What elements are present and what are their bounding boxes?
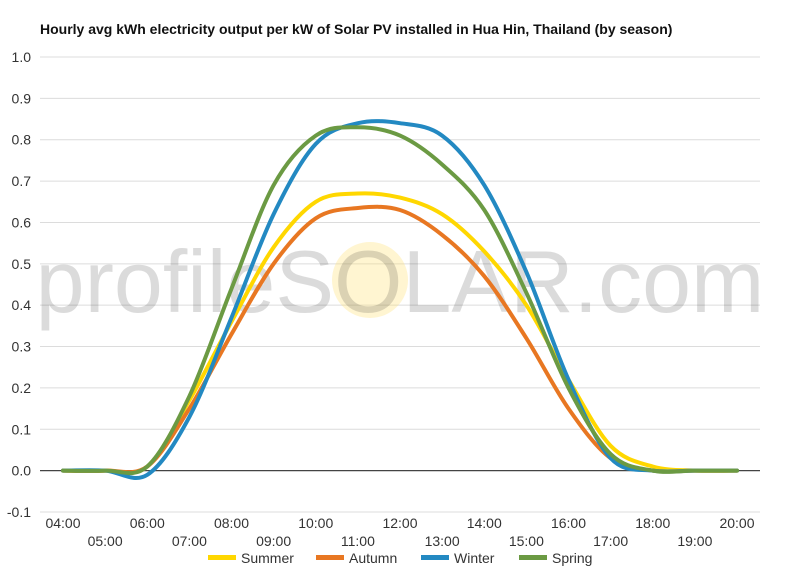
x-tick-label: 11:00 [341, 533, 375, 549]
x-tick-label: 06:00 [130, 515, 165, 531]
y-tick-label: 0.4 [12, 297, 32, 313]
legend-swatch [316, 555, 344, 560]
x-tick-label: 16:00 [551, 515, 586, 531]
x-tick-label: 15:00 [509, 533, 544, 549]
watermark-text: profileSOLAR.com [36, 232, 765, 331]
x-tick-label: 17:00 [593, 533, 628, 549]
y-tick-label: 0.2 [12, 380, 32, 396]
x-tick-label: 14:00 [467, 515, 502, 531]
watermark-sun-icon [332, 242, 408, 318]
x-tick-label: 19:00 [677, 533, 712, 549]
series-line-spring [61, 125, 739, 476]
grid [40, 56, 760, 513]
x-tick-label: 09:00 [256, 533, 291, 549]
x-tick-label: 12:00 [382, 515, 417, 531]
x-tick-label: 05:00 [88, 533, 123, 549]
y-tick-label: 0.5 [12, 256, 32, 272]
y-axis: -0.1 0.0 0.1 0.2 0.3 0.4 0.5 0.6 0.7 0.8 0.9 1.0 [7, 49, 31, 520]
x-tick-label: 04:00 [45, 515, 80, 531]
series-line-winter [61, 119, 739, 480]
series-group [61, 119, 739, 480]
y-tick-label: 0.9 [12, 90, 32, 106]
y-tick-label: 0.1 [12, 421, 32, 437]
y-tick-label: 0.7 [12, 173, 32, 189]
watermark: profileSOLAR.com [36, 232, 765, 331]
x-tick-label: 20:00 [719, 515, 754, 531]
x-tick-label: 07:00 [172, 533, 207, 549]
x-axis: 04:00 06:00 08:00 10:00 12:00 14:00 16:00 18:00… [45, 515, 754, 549]
legend-swatch [208, 555, 236, 560]
legend-label: Autumn [349, 550, 397, 566]
y-tick-label: 0.0 [12, 463, 32, 479]
legend-label: Winter [454, 550, 495, 566]
legend-label: Spring [552, 550, 592, 566]
legend-label: Summer [241, 550, 294, 566]
x-tick-label: 18:00 [635, 515, 670, 531]
legend: Summer Autumn Winter Spring [208, 550, 592, 566]
legend-swatch [519, 555, 547, 560]
y-tick-label: 0.3 [12, 339, 32, 355]
y-tick-label: 1.0 [12, 49, 32, 65]
y-tick-label: 0.6 [12, 214, 32, 230]
y-tick-label: -0.1 [7, 504, 31, 520]
y-tick-label: 0.8 [12, 132, 32, 148]
x-tick-label: 10:00 [298, 515, 333, 531]
x-tick-label: 08:00 [214, 515, 249, 531]
legend-swatch [421, 555, 449, 560]
chart-title: Hourly avg kWh electricity output per kW… [40, 21, 672, 37]
x-tick-label: 13:00 [425, 533, 460, 549]
